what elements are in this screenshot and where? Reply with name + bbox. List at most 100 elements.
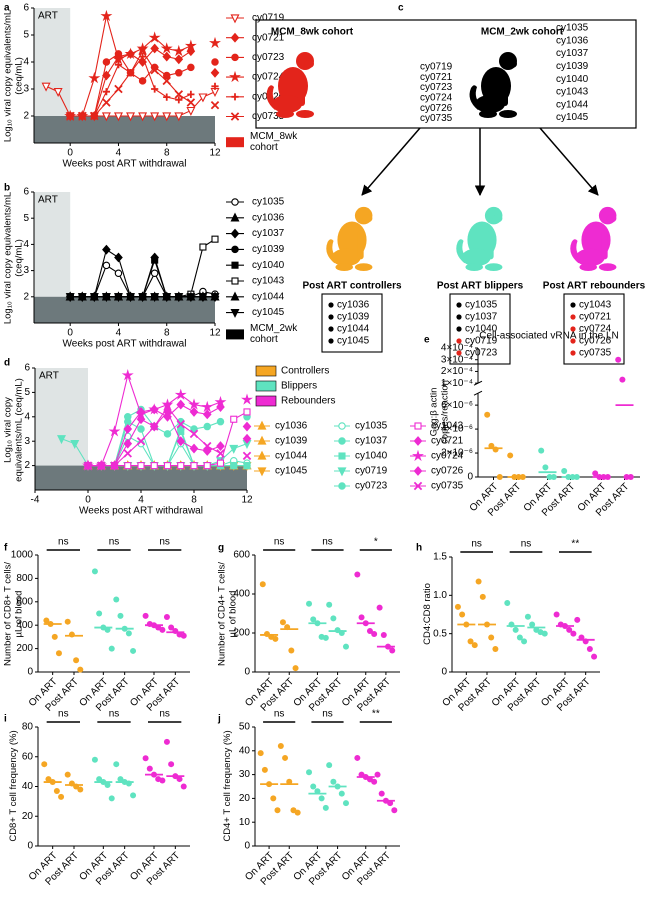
data-point — [230, 415, 238, 423]
data-point — [623, 474, 630, 480]
legend-label: cy1043 — [431, 421, 464, 432]
y-tick-label: 50 — [239, 722, 251, 733]
data-point — [113, 293, 123, 303]
data-point — [561, 468, 568, 475]
data-point — [242, 421, 252, 432]
cohort-dot — [456, 314, 462, 320]
data-point — [142, 755, 149, 762]
data-point — [201, 400, 214, 413]
legend-label: cy1037 — [252, 228, 285, 239]
y-tick-label: 4×10⁻⁶ — [441, 424, 473, 435]
panel-letter: e — [424, 335, 430, 346]
y-tick-label: 0 — [27, 841, 33, 852]
data-point — [230, 212, 240, 222]
data-point — [142, 612, 149, 619]
data-point — [546, 474, 553, 480]
x-tick-label: 4 — [138, 495, 144, 506]
panel-letter: h — [416, 543, 422, 554]
cohort-dot — [456, 302, 462, 308]
data-point — [209, 36, 221, 49]
data-point — [163, 614, 170, 621]
panel-letter: a — [4, 3, 10, 14]
legend-label: cy0721 — [252, 32, 285, 43]
x-tick-label: 4 — [116, 148, 122, 159]
data-point — [123, 424, 133, 434]
data-point — [216, 449, 225, 458]
x-axis-title: Weeks post ART withdrawal — [79, 506, 203, 517]
data-point — [553, 611, 560, 618]
arrow — [361, 127, 421, 196]
significance-label: ns — [471, 539, 482, 550]
y-tick-label: 10 — [239, 817, 251, 828]
x-axis-title: Weeks post ART withdrawal — [63, 339, 187, 350]
y-tick-label: 0 — [467, 472, 473, 483]
data-point — [203, 441, 212, 451]
data-point — [230, 14, 240, 24]
data-point — [162, 112, 172, 122]
data-point — [374, 771, 381, 778]
data-point — [211, 58, 219, 66]
data-point — [57, 435, 66, 445]
x-tick-label: 8 — [191, 495, 197, 506]
data-point — [216, 417, 225, 426]
data-point — [242, 451, 252, 461]
data-point — [257, 435, 267, 445]
legend-label: cy0723 — [355, 481, 388, 492]
y-tick-label: 5 — [23, 213, 29, 224]
data-point — [337, 467, 347, 477]
y-tick-label: 6 — [23, 187, 29, 198]
data-point — [176, 776, 183, 783]
data-point — [163, 738, 170, 745]
y-tick-label: 3×10⁻⁴ — [441, 354, 473, 365]
data-point — [274, 807, 281, 814]
data-point — [310, 783, 317, 790]
data-point — [113, 596, 120, 603]
detection-band — [34, 116, 215, 143]
y-tick-label: 4 — [24, 411, 30, 422]
data-point — [108, 425, 121, 437]
x-tick-label: -4 — [31, 495, 40, 506]
panel-letter: g — [218, 543, 224, 554]
significance-label: ns — [58, 709, 69, 720]
data-point — [96, 610, 103, 617]
y-tick-label: 20 — [22, 811, 34, 822]
data-point — [189, 443, 199, 454]
data-point — [389, 647, 396, 654]
y-tick-label: 80 — [22, 722, 34, 733]
data-point — [592, 470, 599, 477]
y-tick-label: 6×10⁻⁶ — [441, 400, 473, 411]
data-point — [150, 43, 159, 54]
data-point — [261, 766, 268, 773]
data-point — [68, 631, 75, 638]
data-point — [88, 71, 101, 84]
data-point — [150, 269, 159, 277]
y-tick-label: 1.0 — [433, 590, 447, 601]
y-tick-label: 20 — [239, 793, 251, 804]
data-point — [43, 617, 50, 624]
data-point — [130, 792, 137, 799]
data-point — [138, 46, 147, 56]
data-point — [114, 84, 123, 94]
data-point — [210, 67, 220, 78]
x-axis-title: Weeks post ART withdrawal — [63, 159, 187, 170]
legend-label: cy1039 — [275, 436, 308, 447]
legend-label: cy0721 — [431, 436, 464, 447]
data-point — [198, 93, 208, 103]
data-point — [174, 293, 184, 303]
animal-id: cy0735 — [579, 348, 612, 359]
data-point — [479, 593, 486, 600]
outcome-box — [563, 293, 625, 365]
legend-label: cy0735 — [252, 111, 285, 122]
data-point — [150, 462, 158, 470]
panel-letter: f — [4, 543, 8, 554]
data-point — [121, 369, 134, 381]
data-point — [241, 393, 253, 405]
data-point — [151, 85, 159, 93]
data-point — [342, 800, 349, 807]
data-point — [414, 422, 422, 430]
data-point — [566, 626, 573, 633]
data-point — [126, 293, 136, 303]
monkey-icon — [326, 206, 373, 272]
data-point — [259, 581, 266, 588]
y-axis-title: CD4:CD8 ratio — [421, 583, 433, 645]
